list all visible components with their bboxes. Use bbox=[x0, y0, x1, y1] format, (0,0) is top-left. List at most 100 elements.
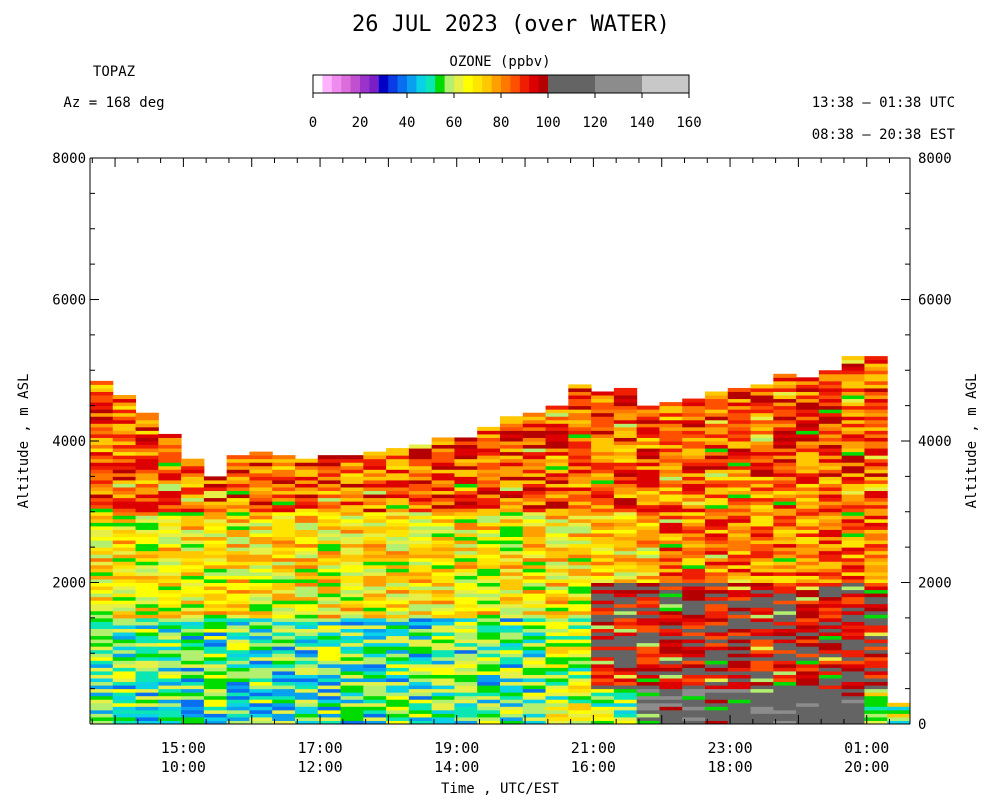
heatmap-cell bbox=[727, 508, 752, 513]
heatmap-cell bbox=[841, 356, 865, 361]
heatmap-cell bbox=[636, 497, 660, 502]
heatmap-cell bbox=[158, 441, 182, 446]
heatmap-cell bbox=[591, 578, 615, 583]
heatmap-cell bbox=[796, 444, 820, 449]
heatmap-cell bbox=[568, 681, 592, 686]
heatmap-cell bbox=[864, 497, 888, 502]
heatmap-cell bbox=[591, 639, 615, 644]
heatmap-cell bbox=[727, 575, 752, 580]
heatmap-cell bbox=[272, 575, 296, 580]
heatmap-cell bbox=[363, 504, 387, 509]
heatmap-cell bbox=[522, 593, 547, 598]
colorbar-swatch bbox=[416, 75, 427, 93]
heatmap-cell bbox=[112, 667, 137, 672]
heatmap-cell bbox=[705, 674, 729, 679]
heatmap-cell bbox=[636, 593, 660, 598]
colorbar-tick-label: 0 bbox=[309, 115, 317, 131]
heatmap-cell bbox=[454, 685, 478, 690]
heatmap-cell bbox=[591, 702, 615, 707]
heatmap-cell bbox=[340, 706, 364, 711]
heatmap-cell bbox=[500, 635, 524, 640]
heatmap-cell bbox=[636, 656, 660, 661]
heatmap-cell bbox=[591, 617, 615, 622]
heatmap-cell bbox=[181, 543, 205, 548]
heatmap-cell bbox=[682, 699, 706, 704]
heatmap-cell bbox=[613, 483, 638, 488]
heatmap-cell bbox=[659, 430, 683, 435]
heatmap-cell bbox=[727, 543, 752, 548]
heatmap-cell bbox=[613, 678, 638, 683]
heatmap-cell bbox=[112, 617, 137, 622]
heatmap-cell bbox=[796, 543, 820, 548]
heatmap-cell bbox=[363, 529, 387, 534]
heatmap-cell bbox=[773, 716, 797, 721]
heatmap-cell bbox=[864, 642, 888, 647]
heatmap-cell bbox=[272, 589, 296, 594]
heatmap-cell bbox=[363, 557, 387, 562]
heatmap-cell bbox=[773, 451, 797, 456]
heatmap-cell bbox=[568, 571, 592, 576]
heatmap-cell bbox=[226, 593, 250, 598]
heatmap-cell bbox=[135, 571, 159, 576]
heatmap-cell bbox=[295, 667, 319, 672]
heatmap-cell bbox=[340, 578, 364, 583]
heatmap-cell bbox=[112, 554, 137, 559]
heatmap-cell bbox=[864, 448, 888, 453]
heatmap-cell bbox=[613, 529, 638, 534]
heatmap-cell bbox=[317, 589, 342, 594]
heatmap-cell bbox=[500, 518, 524, 523]
heatmap-cell bbox=[841, 685, 865, 690]
heatmap-cell bbox=[705, 465, 729, 470]
heatmap-cell bbox=[112, 678, 137, 683]
heatmap-cell bbox=[864, 540, 888, 545]
heatmap-cell bbox=[226, 720, 250, 725]
heatmap-cell bbox=[408, 617, 433, 622]
heatmap-cell bbox=[705, 593, 729, 598]
heatmap-cell bbox=[705, 716, 729, 721]
heatmap-cell bbox=[682, 479, 706, 484]
heatmap-cell bbox=[522, 444, 547, 449]
heatmap-cell bbox=[203, 635, 228, 640]
heatmap-cell bbox=[272, 462, 296, 467]
heatmap-cell bbox=[545, 589, 569, 594]
heatmap-cell bbox=[408, 607, 433, 612]
heatmap-cell bbox=[431, 621, 455, 626]
heatmap-cell bbox=[295, 699, 319, 704]
heatmap-cell bbox=[796, 706, 820, 711]
heatmap-cell bbox=[613, 720, 638, 725]
heatmap-cell bbox=[841, 670, 865, 675]
heatmap-cell bbox=[249, 458, 273, 463]
heatmap-cell bbox=[727, 391, 752, 396]
heatmap-cell bbox=[522, 561, 547, 566]
heatmap-cell bbox=[386, 586, 410, 591]
heatmap-cell bbox=[226, 511, 250, 516]
heatmap-cell bbox=[90, 380, 114, 385]
heatmap-cell bbox=[818, 663, 843, 668]
heatmap-cell bbox=[613, 416, 638, 421]
heatmap-cell bbox=[864, 554, 888, 559]
heatmap-cell bbox=[568, 656, 592, 661]
heatmap-cell bbox=[727, 649, 752, 654]
heatmap-cell bbox=[181, 490, 205, 495]
heatmap-cell bbox=[659, 649, 683, 654]
heatmap-cell bbox=[864, 462, 888, 467]
heatmap-cell bbox=[750, 536, 774, 541]
heatmap-cell bbox=[295, 465, 319, 470]
heatmap-cell bbox=[500, 692, 524, 697]
heatmap-cell bbox=[477, 486, 501, 492]
heatmap-cell bbox=[363, 628, 387, 633]
heatmap-cell bbox=[750, 681, 774, 686]
heatmap-cell bbox=[887, 702, 911, 707]
heatmap-cell bbox=[522, 706, 547, 711]
heatmap-cell bbox=[568, 667, 592, 672]
heatmap-cell bbox=[636, 564, 660, 569]
heatmap-cell bbox=[545, 490, 569, 495]
heatmap-cell bbox=[659, 716, 683, 721]
heatmap-cell bbox=[727, 695, 752, 700]
heatmap-cell bbox=[750, 603, 774, 608]
heatmap-cell bbox=[864, 670, 888, 675]
heatmap-cell bbox=[203, 713, 228, 718]
heatmap-cell bbox=[226, 614, 250, 619]
heatmap-cell bbox=[295, 568, 319, 573]
heatmap-cell bbox=[408, 635, 433, 640]
